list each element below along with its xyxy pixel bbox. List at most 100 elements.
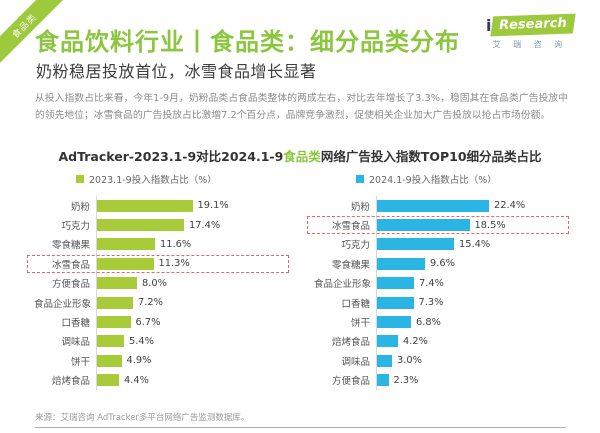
bar-area: 19.1% — [96, 196, 287, 216]
bar-area: 9.6% — [376, 254, 567, 274]
bar-value-label: 11.6% — [160, 238, 192, 250]
bar — [377, 335, 398, 348]
chart-title-prefix: AdTracker-2023.1-9对比2024.1-9 — [58, 149, 284, 164]
category-label: 巧克力 — [341, 240, 370, 252]
category-label: 食品企业形象 — [314, 279, 372, 291]
legend-swatch-2024 — [356, 175, 364, 183]
source-note: 来源：艾瑞咨询 AdTracker多平台网络广告监测数据库。 — [35, 413, 250, 423]
bar-row: 饼干 6.8% — [314, 312, 567, 332]
bar-value-label: 15.4% — [459, 238, 491, 250]
category-label: 食品企业形象 — [34, 298, 92, 310]
bar-area: 18.5% — [376, 215, 567, 235]
bar-value-label: 7.4% — [419, 277, 444, 289]
category-label: 口香糖 — [61, 318, 90, 330]
bar — [97, 335, 124, 348]
bar — [97, 354, 122, 367]
legend-label-2024: 2024.1-9投入指数占比（%） — [369, 175, 497, 186]
bar-value-label: 4.4% — [124, 374, 149, 386]
bar-row: 方便食品 8.0% — [34, 273, 287, 293]
bar — [97, 199, 193, 212]
bar-area: 5.4% — [96, 331, 287, 352]
bar-area: 7.3% — [376, 292, 567, 313]
legend-swatch-2023 — [76, 175, 84, 183]
bar — [97, 219, 184, 232]
bar-value-label: 4.9% — [126, 355, 152, 367]
page-title: 食品饮料行业丨食品类：细分品类分布 — [35, 28, 460, 56]
bar — [377, 316, 411, 329]
logo-research-badge: Research — [490, 13, 576, 37]
category-label: 口香糖 — [341, 298, 370, 310]
bar-area: 6.8% — [376, 312, 567, 332]
bar — [377, 238, 454, 251]
bar-value-label: 3.0% — [397, 355, 422, 367]
bar-value-label: 9.6% — [430, 258, 455, 270]
bar — [377, 257, 425, 270]
bar — [377, 219, 470, 232]
bar-row: 奶粉 19.1% — [34, 196, 287, 216]
bar-area: 7.2% — [96, 292, 287, 313]
bar-area: 11.6% — [96, 234, 287, 255]
bar-area: 6.7% — [96, 312, 287, 332]
bar-row: 冰雪食品 18.5% — [307, 215, 569, 235]
bar-value-label: 11.3% — [158, 258, 190, 270]
bar-row: 零食糖果 11.6% — [34, 234, 287, 255]
bar-value-label: 18.5% — [474, 219, 506, 231]
category-label: 调味品 — [341, 356, 370, 368]
bar-area: 4.4% — [96, 370, 287, 390]
bar — [97, 374, 119, 387]
bar-row: 焙烤食品 4.4% — [34, 370, 287, 390]
bar — [97, 277, 137, 290]
bar-value-label: 22.4% — [494, 200, 526, 212]
bar — [97, 316, 131, 329]
bar-area: 7.4% — [376, 273, 567, 293]
bar-row: 调味品 3.0% — [314, 351, 567, 371]
bar-area: 4.2% — [376, 331, 567, 352]
category-label: 饼干 — [70, 356, 90, 368]
category-label: 方便食品 — [331, 376, 370, 388]
category-label: 零食糖果 — [331, 259, 370, 271]
bar-row: 饼干 4.9% — [34, 351, 287, 371]
legend-2023: 2023.1-9投入指数占比（%） — [76, 172, 287, 186]
logo-chinese-name: 艾 瑞 咨 询 — [492, 40, 568, 49]
footer-divider — [35, 427, 566, 428]
bar-row: 奶粉 22.4% — [314, 196, 567, 216]
bar-value-label: 7.3% — [418, 297, 444, 309]
chart-2023: 2023.1-9投入指数占比（%） 奶粉 19.1% 巧克力 17.4% 零食糖果 11.… — [27, 172, 289, 390]
bar-row: 巧克力 15.4% — [314, 234, 567, 255]
category-label: 饼干 — [350, 318, 370, 330]
logo-i-letter: i — [485, 15, 492, 35]
legend-label-2023: 2023.1-9投入指数占比（%） — [89, 175, 217, 186]
category-label: 方便食品 — [51, 279, 90, 291]
category-label: 焙烤食品 — [51, 376, 90, 388]
chart-title-suffix: 网络广告投入指数TOP10细分品类占比 — [320, 149, 542, 164]
bar-area: 4.9% — [96, 351, 287, 371]
bar-charts-container: 2023.1-9投入指数占比（%） 奶粉 19.1% 巧克力 17.4% 零食糖果 11.… — [27, 172, 569, 390]
bar-area: 2.3% — [376, 370, 567, 390]
category-label: 奶粉 — [350, 201, 370, 213]
bar-value-label: 5.4% — [129, 335, 154, 347]
category-label: 巧克力 — [61, 221, 90, 233]
bar — [377, 199, 489, 212]
bar — [377, 277, 414, 290]
category-label: 奶粉 — [70, 201, 90, 213]
iresearch-logo: i Research 艾 瑞 咨 询 — [485, 13, 576, 50]
category-label: 调味品 — [61, 337, 90, 349]
bar-area: 15.4% — [376, 234, 567, 255]
bar — [377, 296, 414, 309]
bar-row: 方便食品 2.3% — [314, 370, 567, 390]
page-subtitle: 奶粉稳居投放首位，冰雪食品增长显著 — [36, 62, 317, 81]
bar-rows-2023: 奶粉 19.1% 巧克力 17.4% 零食糖果 11.6% 冰雪食品 11.3% 方便食品 8.0… — [27, 196, 289, 390]
bar-value-label: 6.7% — [135, 316, 161, 328]
bar-area: 22.4% — [376, 196, 567, 216]
bar-value-label: 8.0% — [142, 277, 167, 289]
bar — [377, 374, 389, 387]
legend-2024: 2024.1-9投入指数占比（%） — [356, 172, 567, 186]
chart-title-highlight: 食品类 — [283, 149, 321, 164]
bar-area: 8.0% — [96, 273, 287, 293]
chart-title: AdTracker-2023.1-9对比2024.1-9食品类网络广告投入指数T… — [0, 146, 600, 165]
intro-paragraph: 从投入指数占比来看，今年1-9月，奶粉品类占食品类整体的两成左右，对比去年增长了… — [35, 93, 568, 122]
bar — [97, 238, 155, 251]
logo-wordmark: i Research — [485, 13, 576, 37]
bar — [97, 296, 133, 309]
bar-value-label: 6.8% — [416, 316, 441, 328]
